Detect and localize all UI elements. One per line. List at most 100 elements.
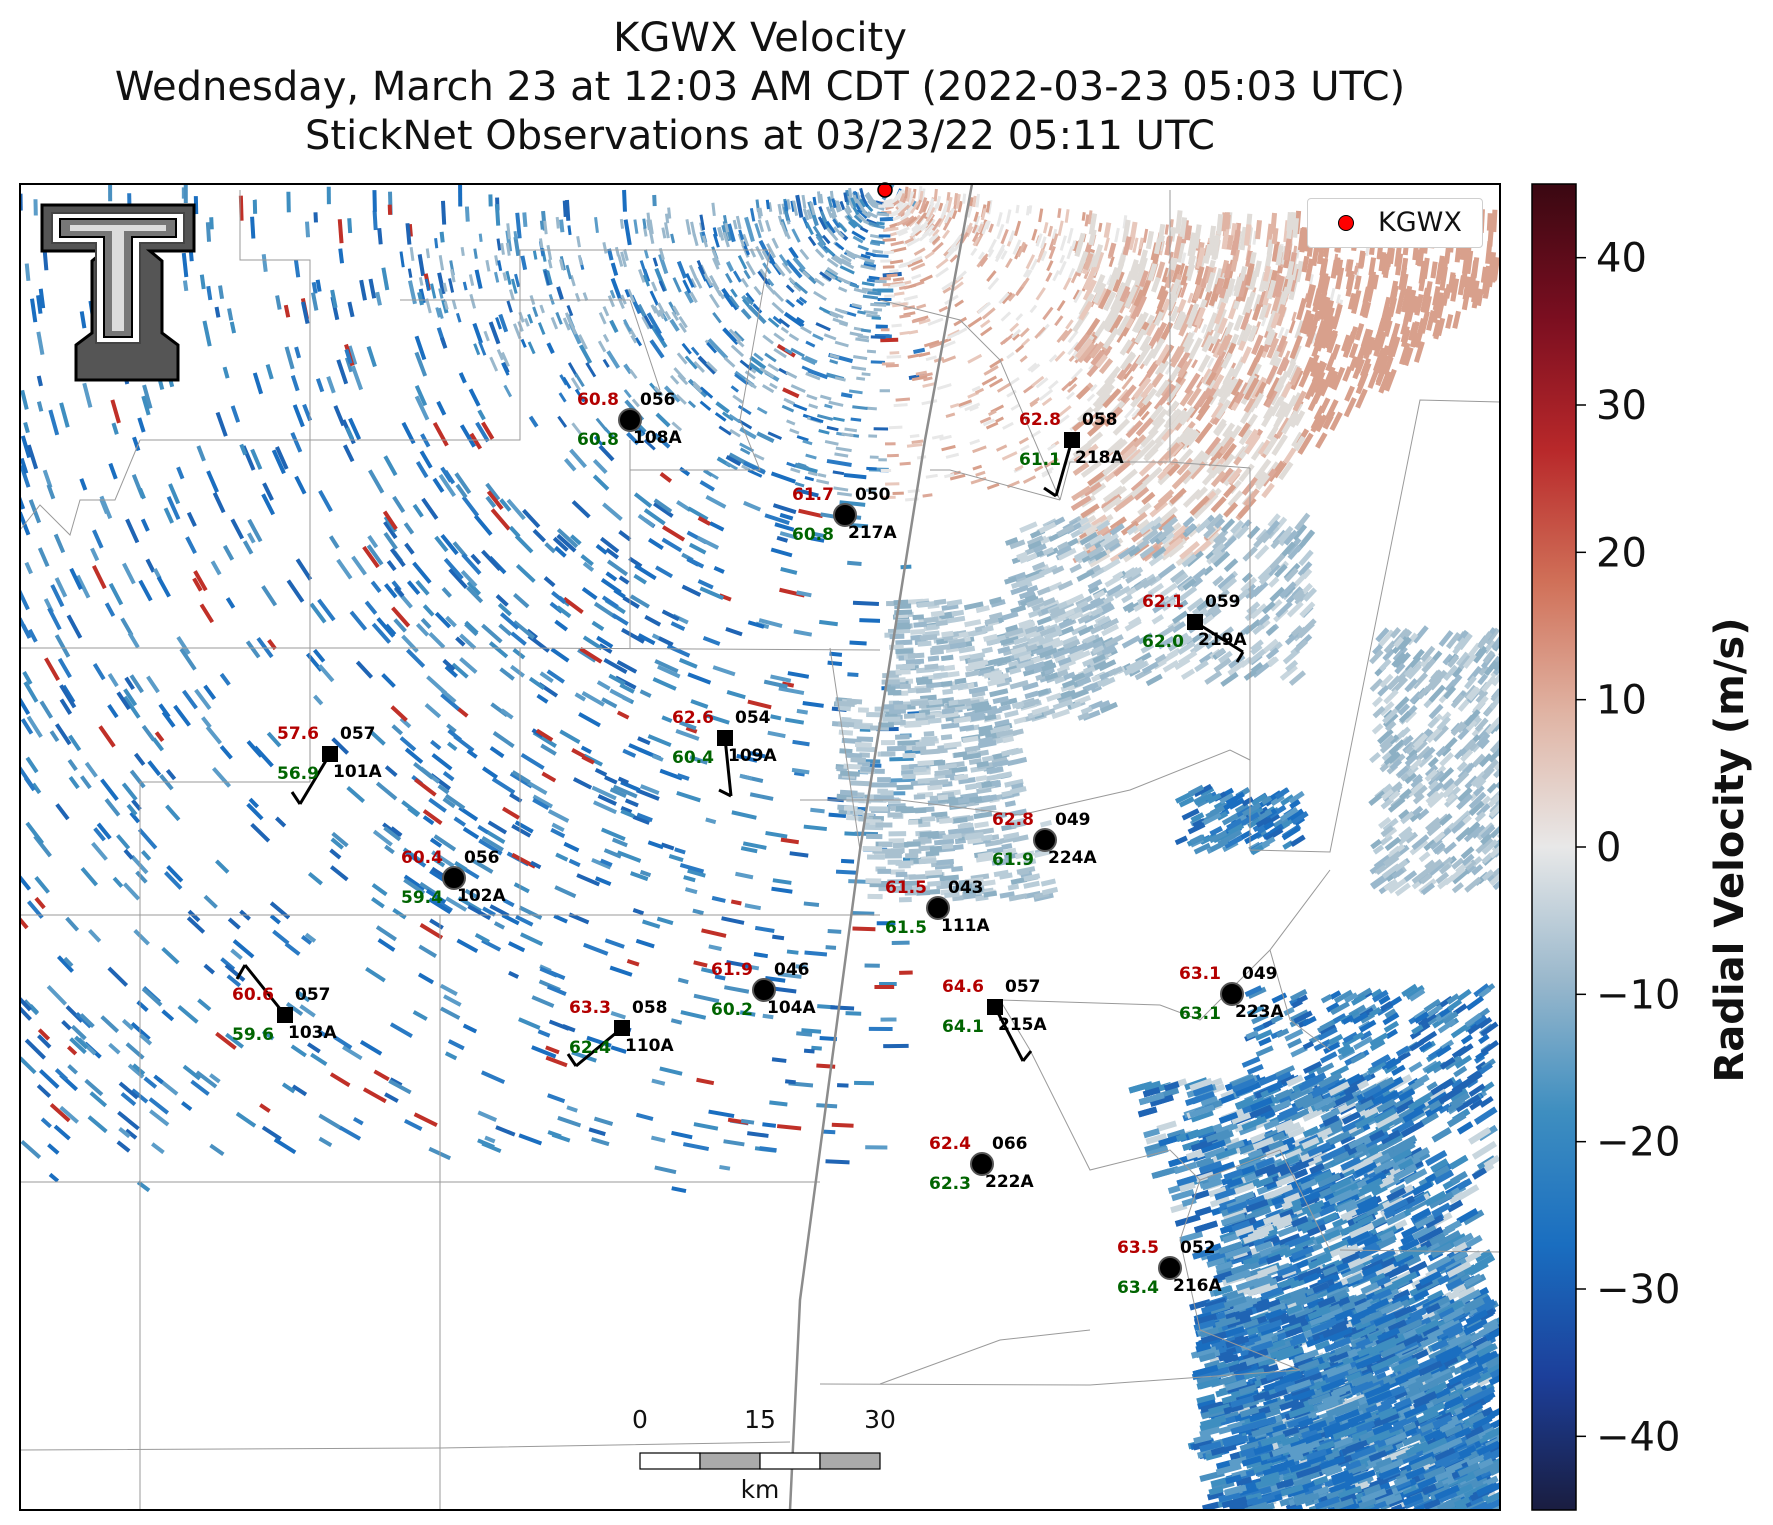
- station-224A[interactable]: 62.8 049 61.9 224A: [992, 810, 1097, 870]
- colorbar-tick-label: 40: [1596, 236, 1647, 282]
- station-marker-circle: [1033, 828, 1057, 852]
- legend-marker-icon: [1338, 215, 1354, 231]
- station-marker-circle: [1158, 1256, 1182, 1280]
- station-temp: 61.9: [711, 960, 753, 980]
- station-id: 215A: [998, 1015, 1047, 1035]
- station-103A[interactable]: 60.6 057 59.6 103A: [232, 964, 337, 1045]
- station-dewpoint: 60.2: [711, 1000, 753, 1020]
- station-217A[interactable]: 61.7 050 60.8 217A: [792, 485, 897, 545]
- scale-unit: km: [740, 1475, 780, 1504]
- station-wind-dir: 050: [855, 485, 891, 505]
- station-219A[interactable]: 62.1 059 62.0 219A: [1142, 592, 1247, 663]
- station-wind-dir: 049: [1242, 964, 1278, 984]
- legend-label: KGWX: [1378, 207, 1462, 238]
- station-dewpoint: 63.4: [1117, 1278, 1159, 1298]
- station-marker-circle: [618, 408, 642, 432]
- colorbar-tick-label: −40: [1596, 1414, 1680, 1460]
- scale-tick-0: 0: [632, 1405, 648, 1434]
- station-223A[interactable]: 63.1 049 63.1 223A: [1179, 964, 1284, 1024]
- station-wind-dir: 056: [640, 390, 676, 410]
- station-216A[interactable]: 63.5 052 63.4 216A: [1117, 1238, 1222, 1298]
- station-temp: 64.6: [942, 977, 984, 997]
- station-wind-dir: 058: [1082, 410, 1118, 430]
- station-218A[interactable]: 62.8 058 61.1 218A: [1019, 410, 1124, 498]
- station-temp: 60.6: [232, 985, 274, 1005]
- station-104A[interactable]: 61.9 046 60.2 104A: [711, 960, 816, 1020]
- station-id: 104A: [767, 998, 816, 1018]
- scale-tick-30: 30: [864, 1405, 896, 1434]
- station-temp: 62.4: [929, 1134, 971, 1154]
- velocity-field: [20, 184, 1500, 1510]
- station-wind-dir: 052: [1180, 1238, 1216, 1258]
- station-marker-circle: [833, 503, 857, 527]
- station-temp: 60.8: [577, 390, 619, 410]
- title-line-3: StickNet Observations at 03/23/22 05:11 …: [305, 113, 1215, 159]
- legend-box: KGWX: [1307, 198, 1483, 248]
- station-dewpoint: 64.1: [942, 1017, 984, 1037]
- station-dewpoint: 61.1: [1019, 450, 1061, 470]
- highway-line: [788, 183, 974, 1511]
- station-id: 110A: [625, 1036, 674, 1056]
- scale-bar: 0 15 30 km: [630, 1405, 910, 1515]
- station-temp: 57.6: [277, 724, 319, 744]
- colorbar-gradient: [1531, 183, 1577, 1511]
- station-109A[interactable]: 62.6 054 60.4 109A: [672, 708, 777, 798]
- station-id: 218A: [1075, 448, 1124, 468]
- station-dewpoint: 61.9: [992, 850, 1034, 870]
- station-222A[interactable]: 62.4 066 62.3 222A: [929, 1134, 1034, 1194]
- title-line-2: Wednesday, March 23 at 12:03 AM CDT (202…: [114, 64, 1406, 110]
- colorbar-tick-label: 30: [1596, 383, 1647, 429]
- scale-tick-15: 15: [744, 1405, 776, 1434]
- station-temp: 62.1: [1142, 592, 1184, 612]
- station-wind-dir: 054: [735, 708, 771, 728]
- station-101A[interactable]: 57.6 057 56.9 101A: [277, 724, 382, 805]
- station-id: 109A: [728, 746, 777, 766]
- station-marker-square: [614, 1020, 630, 1036]
- station-wind-dir: 049: [1055, 810, 1091, 830]
- station-110A[interactable]: 63.3 058 62.4 110A: [566, 998, 674, 1068]
- station-temp: 62.6: [672, 708, 714, 728]
- station-id: 101A: [333, 762, 382, 782]
- station-marker-square: [277, 1007, 293, 1023]
- station-dewpoint: 62.4: [569, 1038, 611, 1058]
- county-boundaries: [20, 190, 1500, 1510]
- station-id: 216A: [1173, 1276, 1222, 1296]
- station-wind-dir: 056: [464, 848, 500, 868]
- station-215A[interactable]: 64.6 057 64.1 215A: [942, 977, 1047, 1062]
- station-temp: 63.3: [569, 998, 611, 1018]
- colorbar-label: Radial Velocity (m/s): [1707, 617, 1753, 1083]
- station-id: 108A: [633, 428, 682, 448]
- station-dewpoint: 59.6: [232, 1025, 274, 1045]
- texas-tech-logo: [40, 203, 196, 382]
- station-id: 111A: [941, 916, 990, 936]
- station-dewpoint: 60.4: [672, 748, 714, 768]
- station-marker-circle: [442, 866, 466, 890]
- station-111A[interactable]: 61.5 043 61.5 111A: [885, 878, 990, 938]
- station-dewpoint: 62.3: [929, 1174, 971, 1194]
- station-id: 102A: [457, 886, 506, 906]
- station-108A[interactable]: 60.8 056 60.8 108A: [577, 390, 682, 450]
- station-temp: 60.4: [401, 848, 443, 868]
- station-wind-dir: 058: [632, 998, 668, 1018]
- station-id: 224A: [1048, 848, 1097, 868]
- title-line-1: KGWX Velocity: [613, 15, 907, 61]
- station-marker-square: [1187, 614, 1203, 630]
- station-marker-square: [322, 746, 338, 762]
- station-id: 222A: [985, 1172, 1034, 1192]
- station-marker-square: [987, 999, 1003, 1015]
- station-wind-dir: 057: [1005, 977, 1041, 997]
- station-wind-dir: 059: [1205, 592, 1241, 612]
- station-102A[interactable]: 60.4 056 59.4 102A: [401, 848, 506, 908]
- station-id: 103A: [288, 1023, 337, 1043]
- station-marker-circle: [926, 896, 950, 920]
- station-marker-circle: [970, 1152, 994, 1176]
- sticknet-stations: 60.8 056 60.8 108A 61.7 050 60.8 217A 62.8 058 61.…: [232, 390, 1284, 1298]
- station-dewpoint: 60.8: [792, 525, 834, 545]
- station-dewpoint: 60.8: [577, 430, 619, 450]
- station-wind-dir: 046: [774, 960, 810, 980]
- station-marker-circle: [752, 978, 776, 1002]
- scale-bar-graphic: [639, 1452, 881, 1470]
- colorbar-tick-label: −20: [1596, 1120, 1680, 1166]
